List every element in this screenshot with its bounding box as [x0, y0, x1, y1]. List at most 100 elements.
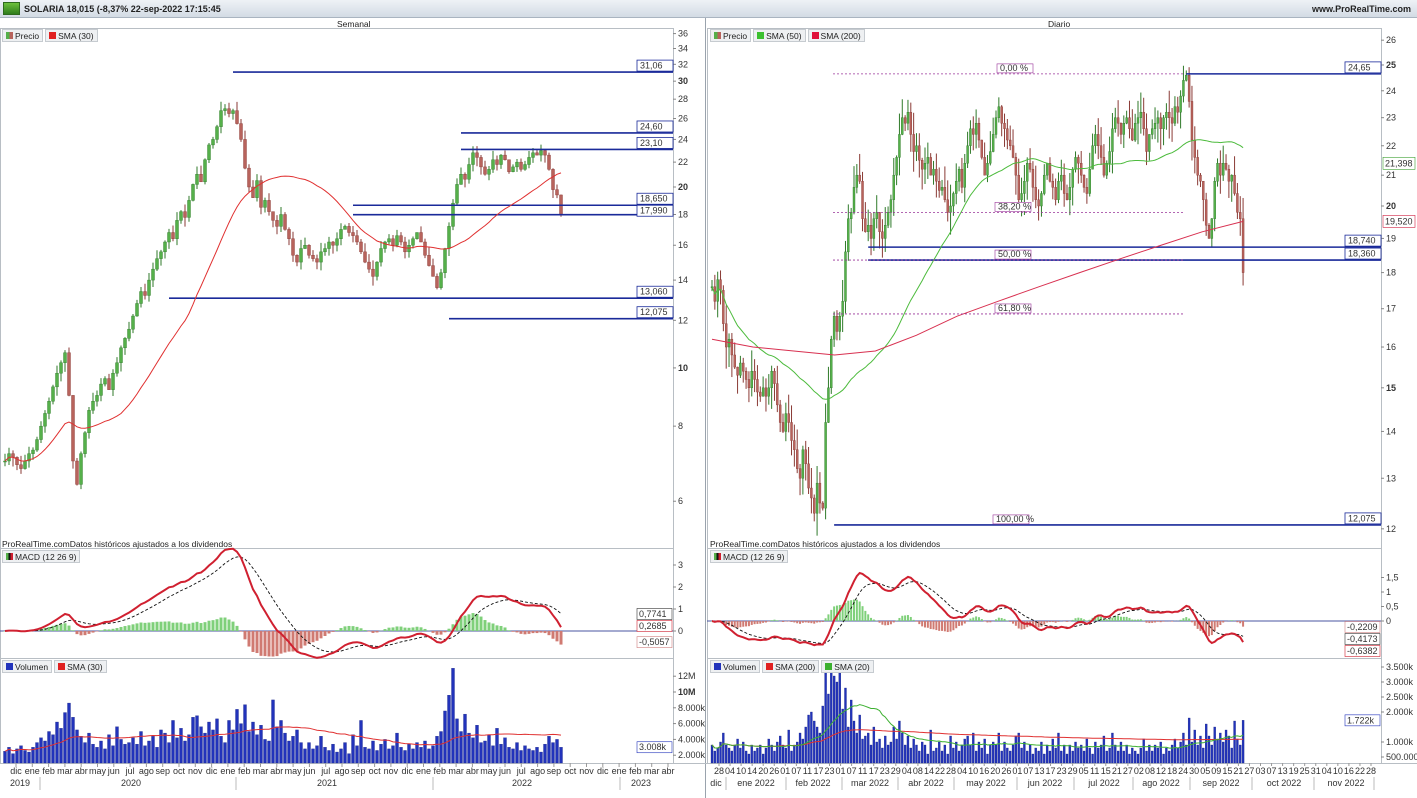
- macd-histogram-bar: [1043, 621, 1046, 625]
- level-label: 23,10: [640, 138, 663, 148]
- volume-bar: [946, 753, 949, 764]
- day-label: 23: [880, 766, 890, 776]
- macd-histogram-bar: [455, 619, 459, 631]
- volume-bar: [801, 738, 805, 764]
- year-label: 2022: [512, 778, 532, 788]
- year-label: 2019: [10, 778, 30, 788]
- volume-bar: [1165, 747, 1168, 764]
- macd-histogram-bar: [175, 622, 179, 631]
- volume-bar: [407, 743, 411, 764]
- volume-bar: [1006, 747, 1009, 764]
- volume-bar: [921, 741, 924, 764]
- volume-bar: [730, 750, 734, 764]
- candle-body: [147, 279, 151, 296]
- macd-histogram-bar: [813, 621, 816, 624]
- candle-body: [1142, 111, 1145, 129]
- volume-bar: [31, 747, 35, 764]
- volume-tick-label: 4.000k: [678, 734, 706, 744]
- volume-bar: [171, 720, 175, 764]
- candle-body: [315, 258, 319, 263]
- volume-bar: [793, 744, 796, 764]
- legend-macd[interactable]: MACD (12 26 9): [710, 550, 789, 563]
- legend-volumen[interactable]: Volumen: [2, 660, 53, 673]
- volume-bar: [869, 744, 873, 764]
- candle-body: [255, 180, 259, 198]
- volume-bar: [439, 731, 443, 764]
- volume-bar: [1168, 750, 1171, 764]
- macd-histogram-bar: [243, 631, 247, 640]
- macd-histogram-bar: [51, 625, 55, 631]
- legend-volume-sma200[interactable]: SMA (200): [762, 660, 820, 673]
- macd-histogram-bar: [371, 631, 375, 633]
- volume-bar: [1176, 747, 1179, 764]
- legend-label: MACD (12 26 9): [15, 551, 77, 562]
- volume-bar: [994, 744, 998, 764]
- volume-bar: [781, 744, 785, 764]
- macd-histogram-bar: [1216, 621, 1219, 628]
- month-label: abr: [270, 766, 283, 776]
- candle-body: [756, 379, 759, 393]
- volume-bar: [1131, 747, 1134, 764]
- candle-body: [1236, 193, 1239, 213]
- month-label: jun: [498, 766, 511, 776]
- volume-bar: [1227, 735, 1231, 764]
- month-label: dic: [710, 778, 722, 788]
- legend-sma200[interactable]: SMA (200): [807, 29, 865, 42]
- candle-body: [830, 338, 833, 389]
- day-label: 14: [924, 766, 934, 776]
- legend-sma30[interactable]: SMA (30): [45, 29, 98, 42]
- legend-macd[interactable]: MACD (12 26 9): [2, 550, 81, 563]
- legend-volumen[interactable]: Volumen: [710, 660, 761, 673]
- candle-body: [781, 422, 785, 432]
- legend-volume-sma20[interactable]: SMA (20): [821, 660, 874, 673]
- macd-histogram-bar: [123, 626, 127, 631]
- year-label: 2021: [317, 778, 337, 788]
- legend-precio[interactable]: Precio: [710, 29, 752, 42]
- candle-body: [531, 152, 535, 158]
- candle-body: [929, 157, 932, 176]
- macd-histogram-bar: [1182, 618, 1185, 621]
- volume-bar: [347, 753, 351, 764]
- candle-body: [519, 161, 523, 170]
- macd-histogram-bar: [1151, 621, 1154, 623]
- macd-histogram-bar: [915, 621, 918, 622]
- macd-histogram-bar: [926, 621, 929, 628]
- candle-body: [932, 168, 935, 176]
- legend-precio[interactable]: Precio: [2, 29, 44, 42]
- legend-sma50[interactable]: SMA (50): [753, 29, 806, 42]
- candle-body: [727, 338, 731, 348]
- macd-histogram-bar: [419, 627, 423, 631]
- candle-body: [1023, 181, 1026, 194]
- month-label: jun: [302, 766, 315, 776]
- volume-bar: [1060, 750, 1063, 764]
- volume-bar: [960, 744, 964, 764]
- candle-body: [227, 108, 231, 114]
- volume-bar: [847, 726, 850, 764]
- legend-volume-sma30[interactable]: SMA (30): [54, 660, 107, 673]
- right-dividend-note: ProRealTime.comDatos históricos ajustado…: [710, 539, 941, 549]
- candle-body: [115, 362, 119, 374]
- candle-body: [483, 166, 487, 175]
- macd-histogram-bar: [531, 631, 535, 634]
- month-label: feb: [42, 766, 55, 776]
- candle-body: [95, 395, 99, 402]
- volume-bar: [523, 745, 527, 764]
- candle-body: [447, 226, 451, 249]
- site-link[interactable]: www.ProRealTime.com: [1311, 3, 1411, 14]
- candle-body: [39, 425, 43, 440]
- month-label: ago 2022: [1142, 778, 1180, 788]
- macd-histogram-bar: [1148, 621, 1151, 624]
- macd-histogram-bar: [958, 621, 961, 626]
- macd-histogram-bar: [733, 621, 736, 628]
- sma-value-label: 19,520: [1385, 216, 1413, 226]
- candle-body: [832, 315, 836, 340]
- month-label: abr 2022: [908, 778, 944, 788]
- month-label: feb: [238, 766, 251, 776]
- macd-tick-label: 1: [1386, 587, 1391, 597]
- candle-body: [211, 139, 215, 146]
- candle-body: [1054, 187, 1057, 200]
- macd-histogram-bar: [1074, 618, 1077, 621]
- volume-bar: [35, 742, 39, 764]
- macd-histogram-bar: [977, 617, 980, 621]
